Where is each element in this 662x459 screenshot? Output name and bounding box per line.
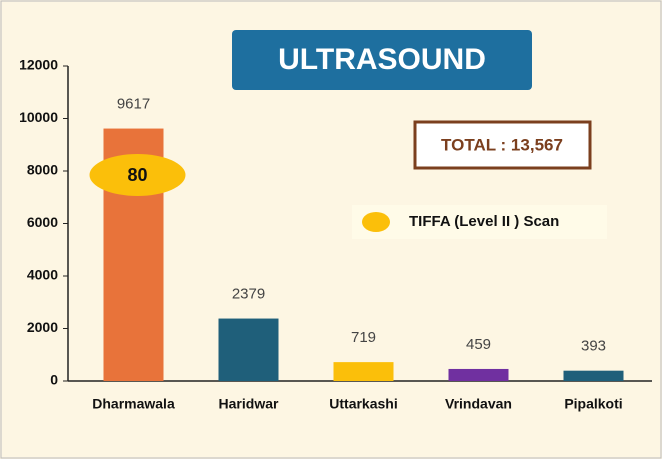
y-tick-label: 0	[50, 372, 58, 388]
y-tick-label: 8000	[27, 162, 58, 178]
chart-title: ULTRASOUND	[278, 43, 486, 76]
y-tick-label: 12000	[19, 57, 58, 73]
value-label: 719	[351, 329, 376, 346]
legend-box	[352, 205, 607, 239]
value-label: 2379	[232, 286, 265, 303]
x-tick-label: Pipalkoti	[564, 396, 622, 412]
total-box	[413, 120, 592, 170]
x-tick-label: Vrindavan	[445, 396, 512, 412]
value-label: 9617	[117, 96, 150, 113]
bar	[218, 318, 279, 381]
x-tick-label: Haridwar	[219, 396, 279, 412]
y-tick-label: 2000	[27, 319, 58, 335]
legend-label: TIFFA (Level II ) Scan	[409, 213, 559, 230]
y-tick-label: 4000	[27, 267, 58, 283]
annotation-label: 80	[127, 165, 147, 185]
bar	[563, 370, 624, 381]
x-tick-label: Uttarkashi	[329, 396, 397, 412]
y-tick-label: 10000	[19, 109, 58, 125]
y-tick-label: 6000	[27, 214, 58, 230]
x-tick-label: Dharmawala	[92, 396, 175, 412]
value-label: 393	[581, 338, 606, 355]
title-box	[232, 30, 532, 90]
bar	[333, 362, 394, 381]
value-label: 459	[466, 336, 491, 353]
legend-swatch	[362, 212, 390, 232]
total-label: TOTAL : 13,567	[441, 135, 563, 154]
annotation-ellipse	[89, 154, 186, 196]
bar	[448, 368, 509, 381]
